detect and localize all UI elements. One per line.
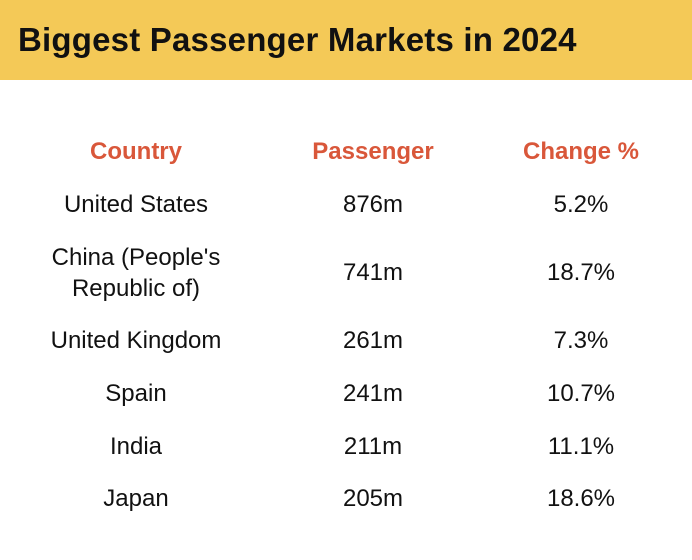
cell-country: China (People's Republic of)	[20, 242, 252, 304]
cell-passenger: 205m	[342, 485, 404, 512]
cell-country: United Kingdom	[50, 327, 222, 354]
table-row: United States 876m 5.2%	[0, 189, 692, 220]
cell-passenger: 741m	[342, 259, 404, 286]
table-row: India 211m 11.1%	[0, 431, 692, 462]
cell-change: 5.2%	[553, 191, 609, 218]
cell-country: United States	[63, 191, 209, 218]
cell-change: 18.7%	[546, 259, 616, 286]
cell-country: Spain	[105, 380, 167, 407]
column-header-country: Country	[90, 138, 182, 165]
table-row: China (People's Republic of) 741m 18.7%	[0, 242, 692, 304]
cell-country-line2: Republic of)	[71, 275, 201, 302]
cell-change: 10.7%	[546, 380, 616, 407]
cell-change: 18.6%	[546, 485, 616, 512]
cell-country-line1: China (People's	[51, 244, 221, 271]
table-row: Spain 241m 10.7%	[0, 378, 692, 409]
cell-change: 11.1%	[547, 433, 615, 460]
cell-change: 7.3%	[553, 327, 609, 354]
page-title: Biggest Passenger Markets in 2024	[18, 21, 577, 58]
cell-passenger: 876m	[342, 191, 404, 218]
table-row: Japan 205m 18.6%	[0, 483, 692, 514]
column-header-passenger: Passenger	[312, 138, 434, 165]
cell-passenger: 241m	[342, 380, 404, 407]
table-row: United Kingdom 261m 7.3%	[0, 325, 692, 356]
cell-country: India	[109, 433, 163, 460]
cell-passenger: 261m	[342, 327, 404, 354]
title-banner: Biggest Passenger Markets in 2024	[0, 0, 692, 80]
column-header-change: Change %	[522, 138, 639, 165]
cell-passenger: 211m	[343, 433, 403, 460]
table-header-row: Country Passenger Change %	[0, 136, 692, 167]
cell-country: Japan	[103, 485, 169, 512]
